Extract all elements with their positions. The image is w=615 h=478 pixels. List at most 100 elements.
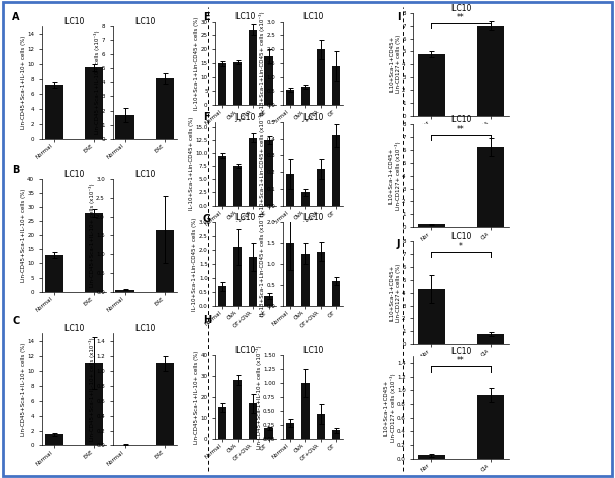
Bar (45, 255, 63, 292)
Bar (418, 456, 445, 459)
Text: E: E (203, 12, 210, 22)
Bar (317, 49, 325, 105)
Title: ILC10: ILC10 (450, 232, 472, 241)
Title: ILC10: ILC10 (303, 346, 323, 355)
Bar (332, 281, 341, 306)
Bar (332, 66, 341, 105)
Bar (264, 140, 273, 206)
Bar (85, 213, 103, 292)
Title: ILC10: ILC10 (63, 170, 85, 179)
Title: ILC10: ILC10 (235, 113, 256, 122)
Y-axis label: IL-10+Sca-1+Lin-CD45+ cells (%): IL-10+Sca-1+Lin-CD45+ cells (%) (192, 217, 197, 311)
Bar (317, 251, 325, 306)
Y-axis label: IL10+Sca-1+CD45+
Lin-CD127+ cells (%): IL10+Sca-1+CD45+ Lin-CD127+ cells (%) (390, 35, 401, 94)
Bar (156, 78, 174, 139)
Bar (218, 407, 226, 439)
Bar (477, 334, 504, 344)
Text: **: ** (457, 13, 465, 22)
Bar (234, 380, 242, 439)
Bar (85, 67, 103, 139)
Title: ILC10: ILC10 (134, 170, 156, 179)
Bar (156, 363, 174, 445)
Bar (301, 87, 309, 105)
Bar (418, 225, 445, 227)
Y-axis label: IL10+Sca-1+CD45+
Lin-CD127+ cells (x10⁻³): IL10+Sca-1+CD45+ Lin-CD127+ cells (x10⁻³… (389, 141, 401, 210)
Bar (249, 30, 257, 105)
Y-axis label: Lin-CD45+Sca-1+IL-10+ cells (%): Lin-CD45+Sca-1+IL-10+ cells (%) (21, 36, 26, 129)
Bar (317, 414, 325, 439)
Bar (332, 430, 341, 439)
Bar (249, 257, 257, 306)
Title: ILC10: ILC10 (63, 324, 85, 333)
Bar (234, 62, 242, 105)
Bar (234, 166, 242, 206)
Title: ILC10: ILC10 (235, 213, 256, 222)
Bar (234, 248, 242, 306)
Bar (264, 56, 273, 105)
Bar (285, 423, 294, 439)
Bar (332, 135, 341, 206)
Bar (218, 156, 226, 206)
Bar (285, 243, 294, 306)
Y-axis label: IL10+Sca-1+CD45+
Lin-CD127+ cells (x10⁻³): IL10+Sca-1+CD45+ Lin-CD127+ cells (x10⁻³… (384, 373, 395, 442)
Bar (116, 290, 133, 292)
Text: J: J (397, 239, 400, 249)
Text: B: B (12, 165, 20, 175)
Bar (477, 26, 504, 116)
Y-axis label: Lin-CD45+Sca-1+IL-10+ cells (x10⁻³): Lin-CD45+Sca-1+IL-10+ cells (x10⁻³) (256, 345, 261, 449)
Y-axis label: Lin-CD45+Sca-1+IL-10+ cells (%): Lin-CD45+Sca-1+IL-10+ cells (%) (194, 350, 199, 444)
Title: ILC10: ILC10 (63, 17, 85, 26)
Y-axis label: IL-10+Sca-1+Lin-CD45+ cells (x10⁻³): IL-10+Sca-1+Lin-CD45+ cells (x10⁻³) (259, 112, 265, 216)
Y-axis label: Lin-CD45+Sca-1+IL-10+ cells (x10⁻³): Lin-CD45+Sca-1+IL-10+ cells (x10⁻³) (89, 184, 95, 287)
Bar (301, 383, 309, 439)
Title: ILC10: ILC10 (450, 115, 472, 124)
Bar (218, 64, 226, 105)
Y-axis label: IL10+Sca-1+CD45+
Lin-CD127+ cells (%): IL10+Sca-1+CD45+ Lin-CD127+ cells (%) (390, 263, 401, 322)
Bar (218, 286, 226, 306)
Y-axis label: Lin-CD45+Sca-1+IL-10+ cells (%): Lin-CD45+Sca-1+IL-10+ cells (%) (21, 189, 26, 282)
Title: ILC10: ILC10 (134, 17, 156, 26)
Title: ILC10: ILC10 (450, 4, 472, 13)
Title: ILC10: ILC10 (235, 12, 256, 22)
Bar (418, 54, 445, 116)
Text: G: G (203, 214, 211, 224)
Text: F: F (203, 112, 210, 122)
Title: ILC10: ILC10 (450, 347, 472, 356)
Text: H: H (203, 315, 211, 326)
Y-axis label: Lin-CD45+Sca-1+IL-10+ cells (x10⁻³): Lin-CD45+Sca-1+IL-10+ cells (x10⁻³) (89, 337, 95, 441)
Text: *: * (459, 242, 463, 250)
Text: A: A (12, 12, 20, 22)
Bar (301, 254, 309, 306)
Bar (477, 147, 504, 227)
Y-axis label: Lin-CD45+Sca-1+IL-10+ cells (x10⁻³): Lin-CD45+Sca-1+IL-10+ cells (x10⁻³) (94, 31, 100, 134)
Bar (85, 363, 103, 445)
Title: ILC10: ILC10 (303, 213, 323, 222)
Bar (418, 289, 445, 344)
Y-axis label: IL-10+Sca-1+Lin-CD45+ cells (%): IL-10+Sca-1+Lin-CD45+ cells (%) (189, 117, 194, 210)
Bar (156, 230, 174, 292)
Bar (264, 296, 273, 306)
Bar (249, 138, 257, 206)
Y-axis label: IL-13+Sca-1+Lin-CD45+ cells (x10⁻³): IL-13+Sca-1+Lin-CD45+ cells (x10⁻³) (259, 212, 265, 316)
Bar (45, 434, 63, 445)
Bar (116, 115, 133, 139)
Bar (285, 90, 294, 105)
Bar (249, 403, 257, 439)
Bar (264, 428, 273, 439)
Y-axis label: IL-10+Sca-1+Lin-CD45+ cells (%): IL-10+Sca-1+Lin-CD45+ cells (%) (194, 17, 199, 110)
Bar (317, 169, 325, 206)
Text: I: I (397, 12, 400, 22)
Title: ILC10: ILC10 (235, 346, 256, 355)
Title: ILC10: ILC10 (303, 12, 323, 22)
Title: ILC10: ILC10 (134, 324, 156, 333)
Bar (301, 192, 309, 206)
Text: C: C (12, 316, 20, 326)
Y-axis label: Lin-CD45+Sca-1+IL-10+ cells (%): Lin-CD45+Sca-1+IL-10+ cells (%) (21, 343, 26, 436)
Y-axis label: IL-13+Sca-1+Lin-CD45+ cells (x10⁻³): IL-13+Sca-1+Lin-CD45+ cells (x10⁻³) (259, 11, 265, 115)
Bar (477, 395, 504, 459)
Text: **: ** (457, 125, 465, 133)
Title: ILC10: ILC10 (303, 113, 323, 122)
Bar (285, 174, 294, 206)
Bar (45, 85, 63, 139)
Text: **: ** (457, 357, 465, 365)
